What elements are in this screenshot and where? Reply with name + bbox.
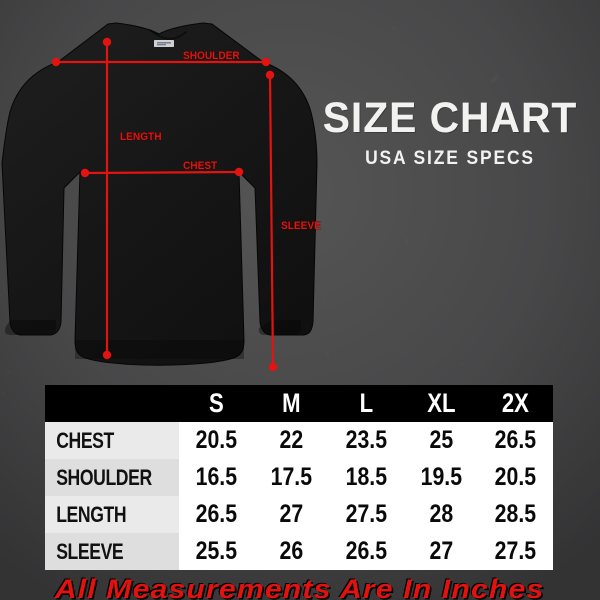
svg-text:CHEST: CHEST <box>183 160 218 172</box>
svg-text:SHOULDER: SHOULDER <box>183 50 240 62</box>
svg-text:LENGTH: LENGTH <box>120 131 162 143</box>
svg-text:SLEEVE: SLEEVE <box>281 220 321 232</box>
